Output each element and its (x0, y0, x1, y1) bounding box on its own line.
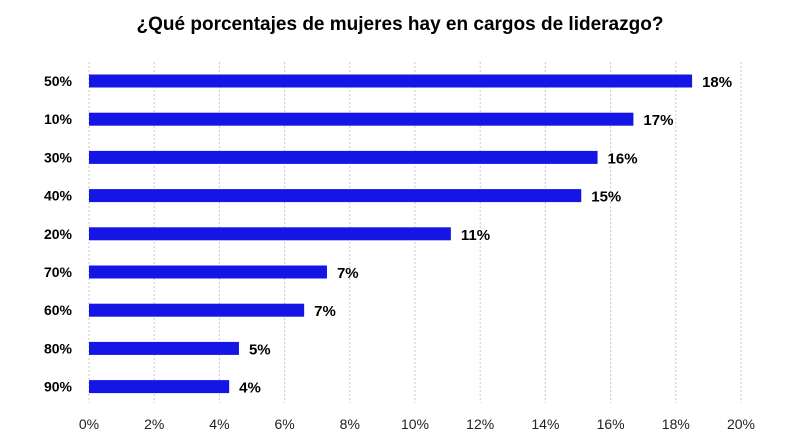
category-label: 40% (44, 188, 73, 204)
bar (89, 150, 598, 164)
bar (89, 189, 582, 203)
x-tick-label: 12% (466, 416, 494, 432)
category-label: 20% (44, 226, 73, 242)
category-label: 90% (44, 379, 73, 395)
category-label: 10% (44, 111, 73, 127)
chart-title: ¿Qué porcentajes de mujeres hay en cargo… (136, 14, 664, 35)
data-label: 4% (239, 380, 261, 397)
data-label: 15% (591, 189, 621, 206)
category-label: 70% (44, 264, 73, 280)
x-tick-label: 6% (274, 416, 294, 432)
data-label: 16% (608, 150, 638, 167)
bar (89, 265, 327, 279)
data-label: 11% (461, 227, 490, 244)
category-label: 80% (44, 340, 73, 356)
data-label: 5% (249, 341, 271, 358)
x-tick-label: 2% (144, 416, 164, 432)
x-tick-label: 10% (401, 416, 429, 432)
x-tick-label: 8% (340, 416, 360, 432)
category-label: 50% (44, 73, 73, 89)
bar (89, 112, 634, 126)
bar (89, 341, 239, 355)
category-label: 30% (44, 149, 73, 165)
data-label: 18% (702, 74, 732, 91)
x-tick-label: 18% (662, 416, 690, 432)
bar (89, 74, 693, 88)
data-label: 7% (314, 303, 336, 320)
category-label: 60% (44, 302, 73, 318)
bar (89, 303, 305, 317)
data-label: 7% (337, 265, 359, 282)
x-tick-label: 4% (209, 416, 229, 432)
data-label: 17% (643, 112, 673, 129)
x-tick-label: 20% (727, 416, 755, 432)
bar (89, 380, 230, 394)
bar (89, 227, 451, 241)
x-tick-label: 0% (79, 416, 99, 432)
x-tick-label: 16% (597, 416, 625, 432)
x-tick-label: 14% (531, 416, 559, 432)
